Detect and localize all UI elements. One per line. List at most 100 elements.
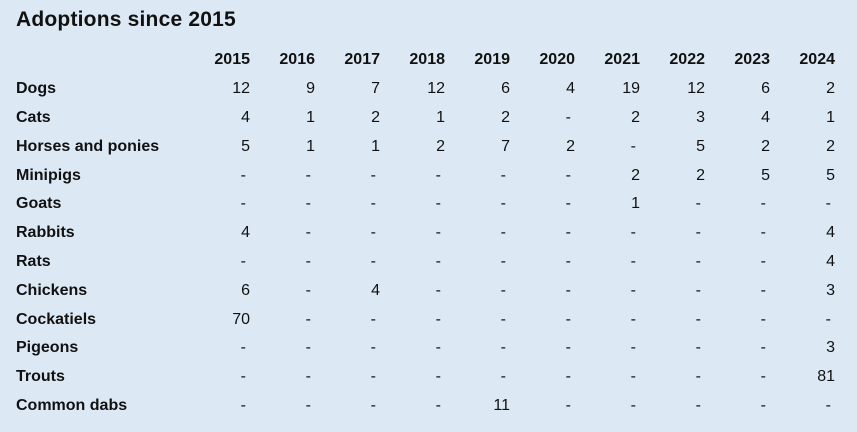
adoptions-table: 2015 2016 2017 2018 2019 2020 2021 2022 2023 2024… [16,46,835,420]
cell-value: - [695,368,701,386]
cell-value: - [630,368,636,386]
cell-value: - [305,166,311,184]
column-header-2019: 2019 [474,51,510,69]
corner-cell [16,46,185,75]
cell-value: 4 [566,80,575,98]
cell-value: - [695,396,701,414]
cell-value: 4 [826,224,835,242]
cell-value: 2 [436,137,445,155]
cell-value: - [370,166,376,184]
cell-value: 7 [501,137,510,155]
cell-value: 1 [631,195,640,213]
cell-value: - [760,339,766,357]
table-row: Trouts - - - - - - - - - 81 [16,363,835,392]
cell-value: - [435,166,441,184]
column-header-2021: 2021 [604,51,640,69]
cell-value: - [630,137,636,155]
table-row: Cats 4 1 2 1 2 - 2 3 4 1 [16,104,835,133]
cell-value: 2 [696,166,705,184]
table-row: Horses and ponies 5 1 1 2 7 2-5 2 2 [16,132,835,161]
cell-value: - [370,339,376,357]
column-header-2015: 2015 [214,51,250,69]
cell-value: 5 [826,166,835,184]
cell-value: - [695,252,701,270]
cell-value: 70 [232,310,250,328]
row-label: Minipigs [16,166,81,184]
row-label: Horses and ponies [16,137,160,155]
cell-value: - [500,224,506,242]
row-label: Cockatiels [16,310,97,328]
cell-value: - [305,310,311,328]
row-label: Common dabs [16,396,128,414]
column-header-2023: 2023 [734,51,770,69]
cell-value: - [435,396,441,414]
table-row: Pigeons - - - - - - - - - 3 [16,334,835,363]
cell-value: - [500,281,506,299]
cell-value: 1 [306,108,315,126]
cell-value: - [565,224,571,242]
cell-value: - [435,224,441,242]
cell-value: - [305,368,311,386]
cell-value: - [500,368,506,386]
cell-value: 2 [566,137,575,155]
cell-value: - [240,368,246,386]
cell-value: - [305,396,311,414]
table-row: Cockatiels 70 - - - - - - - - - [16,305,835,334]
cell-value: - [240,195,246,213]
cell-value: 4 [241,108,250,126]
column-header-2022: 2022 [669,51,705,69]
cell-value: 11 [493,396,510,414]
cell-value: - [370,224,376,242]
cell-value: - [695,224,701,242]
row-label: Pigeons [16,339,79,357]
cell-value: - [305,281,311,299]
cell-value: 6 [761,80,770,98]
cell-value: 2 [761,137,770,155]
cell-value: - [760,368,766,386]
table-row: Chickens 6 - 4 - - - - - - 3 [16,276,835,305]
cell-value: - [370,368,376,386]
cell-value: 12 [687,80,705,98]
cell-value: 2 [501,108,510,126]
cell-value: - [565,281,571,299]
cell-value: - [435,281,441,299]
cell-value: 5 [696,137,705,155]
column-header-2017: 2017 [344,51,380,69]
cell-value: - [825,396,831,414]
cell-value: - [500,166,506,184]
row-label: Cats [16,108,51,126]
cell-value: 9 [306,80,315,98]
cell-value: 4 [826,252,835,270]
cell-value: - [760,252,766,270]
cell-value: 3 [826,281,835,299]
cell-value: 2 [631,166,640,184]
column-header-2018: 2018 [409,51,445,69]
cell-value: - [630,281,636,299]
cell-value: 5 [241,137,250,155]
cell-value: - [305,339,311,357]
cell-value: 2 [371,108,380,126]
cell-value: - [565,195,571,213]
cell-value: 2 [631,108,640,126]
table-row: Rats - - - - - - - - - 4 [16,248,835,277]
cell-value: - [825,195,831,213]
cell-value: - [630,339,636,357]
cell-value: - [240,166,246,184]
cell-value: 5 [761,166,770,184]
row-label: Chickens [16,281,88,299]
cell-value: - [565,368,571,386]
cell-value: 2 [826,137,835,155]
table-row: Goats - - - - - - 1 - - - [16,190,835,219]
cell-value: 1 [306,137,315,155]
cell-value: - [760,281,766,299]
cell-value: 81 [817,368,835,386]
cell-value: - [565,339,571,357]
cell-value: - [435,339,441,357]
cell-value: - [370,252,376,270]
cell-value: 2 [826,80,835,98]
cell-value: - [305,224,311,242]
row-label: Dogs [16,80,56,98]
cell-value: - [305,252,311,270]
cell-value: - [435,252,441,270]
